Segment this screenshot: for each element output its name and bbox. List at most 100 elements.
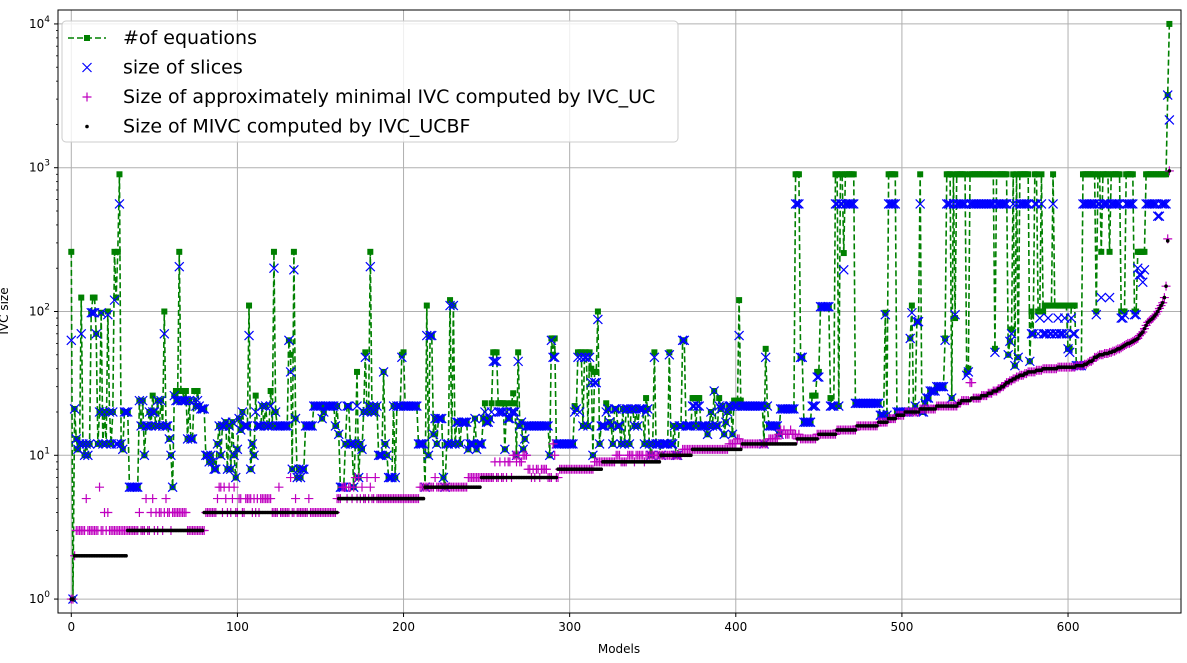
data-point (882, 309, 889, 316)
data-point (696, 395, 703, 402)
data-point (282, 421, 293, 431)
data-point (738, 447, 743, 452)
data-point (1096, 171, 1103, 178)
data-point (491, 356, 502, 367)
data-point (182, 387, 189, 394)
data-point (435, 413, 446, 424)
data-point (95, 482, 105, 492)
data-point (307, 421, 318, 431)
data-point (149, 392, 156, 399)
data-point (712, 421, 723, 431)
data-point (91, 294, 98, 301)
data-point (1036, 198, 1047, 209)
data-point (1046, 328, 1057, 339)
data-point (413, 438, 424, 449)
data-point (209, 464, 220, 475)
data-point (86, 307, 97, 318)
data-point (847, 198, 857, 209)
data-point (588, 365, 595, 372)
data-point (327, 401, 338, 411)
data-point (149, 407, 160, 417)
data-point (373, 450, 384, 461)
data-point (78, 294, 85, 301)
data-point (612, 421, 623, 431)
data-point (1164, 114, 1175, 125)
data-point (1142, 326, 1147, 331)
data-point (254, 421, 264, 431)
data-point (760, 352, 771, 363)
data-point (875, 424, 879, 428)
data-point (91, 328, 102, 339)
y-tick-label: 101 (29, 446, 50, 462)
data-point (833, 432, 838, 437)
data-point (991, 345, 998, 352)
x-tick-label: 300 (558, 620, 581, 634)
data-point (147, 407, 158, 417)
data-point (161, 421, 171, 431)
data-point (996, 198, 1007, 209)
data-point (800, 417, 811, 428)
data-point (446, 438, 457, 449)
data-point (983, 198, 994, 209)
data-point (963, 366, 974, 377)
data-point (917, 171, 924, 178)
data-point (727, 429, 738, 440)
data-point (634, 404, 645, 414)
data-point (239, 421, 249, 431)
x-tick-label: 100 (226, 620, 249, 634)
data-point (212, 494, 222, 504)
data-point (792, 198, 803, 209)
data-point (736, 297, 743, 304)
data-point (396, 352, 407, 363)
data-point (184, 395, 195, 406)
data-point (212, 438, 223, 449)
data-point (539, 421, 550, 431)
legend-item: #of equations (68, 27, 257, 49)
data-point (202, 450, 213, 461)
data-point (148, 494, 158, 504)
data-point (365, 482, 375, 492)
data-point (1025, 171, 1032, 178)
data-point (493, 407, 504, 417)
legend-label: Size of approximately minimal IVC comput… (123, 86, 655, 108)
data-point (629, 421, 640, 431)
data-point (793, 442, 798, 446)
legend-item: Size of approximately minimal IVC comput… (82, 86, 655, 108)
data-point (1159, 303, 1163, 308)
data-point (333, 429, 344, 440)
data-point (1013, 352, 1024, 363)
legend-marker (82, 92, 92, 102)
data-point (666, 438, 676, 449)
data-point (279, 421, 289, 431)
data-point (350, 438, 361, 449)
data-point (332, 401, 343, 411)
data-point (1154, 211, 1165, 222)
data-point (101, 438, 112, 449)
data-point (191, 387, 198, 394)
data-point (853, 428, 858, 432)
data-point (548, 439, 558, 449)
data-point (174, 261, 185, 272)
data-point (762, 401, 773, 411)
x-axis-label: Models (598, 642, 640, 656)
data-point (1164, 284, 1168, 288)
data-point (950, 309, 960, 320)
data-point (355, 438, 366, 449)
data-point (1066, 345, 1073, 352)
data-point (335, 510, 339, 515)
data-point (888, 198, 899, 209)
data-point (946, 393, 957, 403)
data-point (229, 482, 239, 492)
data-point (1050, 171, 1057, 178)
data-point (132, 482, 143, 493)
data-point (958, 401, 962, 406)
data-point (370, 407, 381, 417)
data-point (104, 407, 115, 417)
data-point (111, 248, 118, 255)
data-point (1096, 292, 1107, 303)
data-point (820, 301, 831, 312)
data-point (626, 404, 637, 414)
data-point (1127, 198, 1138, 209)
data-point (436, 413, 447, 424)
data-point (803, 417, 814, 428)
